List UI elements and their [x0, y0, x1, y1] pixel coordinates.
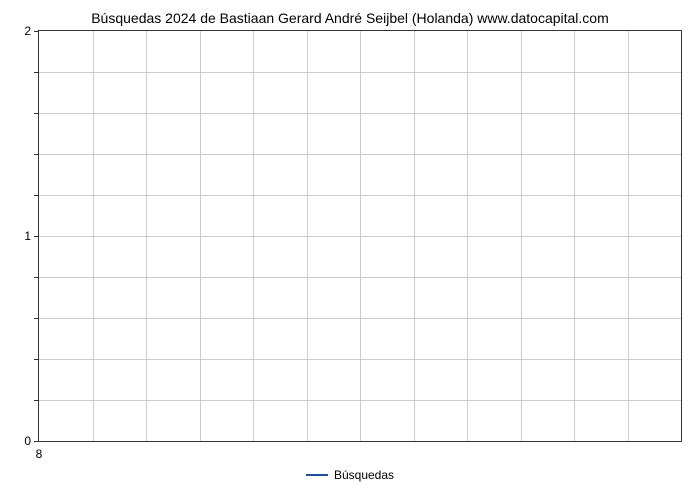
x-axis-label: 8 [36, 447, 43, 461]
grid-line-v [467, 31, 468, 441]
y-tick [34, 195, 39, 196]
y-tick [34, 277, 39, 278]
grid-line-v [307, 31, 308, 441]
y-axis-label: 1 [24, 229, 31, 243]
grid-line-v [146, 31, 147, 441]
y-axis-label: 0 [24, 434, 31, 448]
y-tick [34, 236, 39, 237]
plot-area: 0128 [38, 30, 682, 442]
y-tick [34, 31, 39, 32]
y-tick [34, 72, 39, 73]
grid-line-v [360, 31, 361, 441]
y-tick [34, 318, 39, 319]
grid-line-v [574, 31, 575, 441]
grid-line-v [200, 31, 201, 441]
y-axis-label: 2 [24, 24, 31, 38]
grid-line-v [521, 31, 522, 441]
legend-label: Búsquedas [334, 468, 394, 482]
y-tick [34, 400, 39, 401]
chart-title: Búsquedas 2024 de Bastiaan Gerard André … [10, 10, 690, 26]
y-tick [34, 154, 39, 155]
grid-line-v [628, 31, 629, 441]
legend-swatch [306, 474, 328, 476]
chart-container: Búsquedas 2024 de Bastiaan Gerard André … [10, 10, 690, 490]
y-tick [34, 441, 39, 442]
legend: Búsquedas [10, 468, 690, 482]
y-tick [34, 359, 39, 360]
y-tick [34, 113, 39, 114]
grid-line-v [253, 31, 254, 441]
grid-line-v [414, 31, 415, 441]
grid-line-v [93, 31, 94, 441]
